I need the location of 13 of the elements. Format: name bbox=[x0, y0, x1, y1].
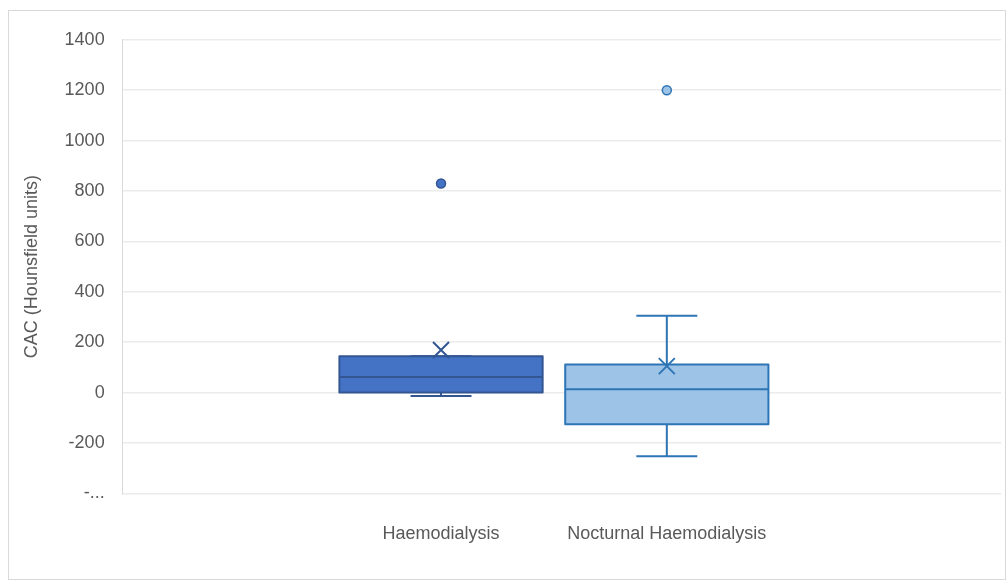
x-tick-label: Haemodialysis bbox=[382, 523, 500, 544]
y-tick-label: 800 bbox=[74, 179, 105, 200]
y-tick-label: 1400 bbox=[64, 28, 105, 49]
y-tick-label: -... bbox=[83, 482, 105, 503]
y-tick-label: -200 bbox=[68, 431, 105, 452]
y-axis-title: CAC (Hounsfield units) bbox=[20, 175, 41, 359]
y-tick-label: 400 bbox=[74, 280, 105, 301]
y-tick-label: 1200 bbox=[64, 79, 105, 100]
y-tick-label: 0 bbox=[94, 381, 105, 402]
y-tick-label: 600 bbox=[74, 230, 105, 251]
x-tick-label: Nocturnal Haemodialysis bbox=[567, 523, 767, 544]
y-tick-label: 1000 bbox=[64, 129, 105, 150]
y-tick-label: 200 bbox=[74, 331, 105, 352]
